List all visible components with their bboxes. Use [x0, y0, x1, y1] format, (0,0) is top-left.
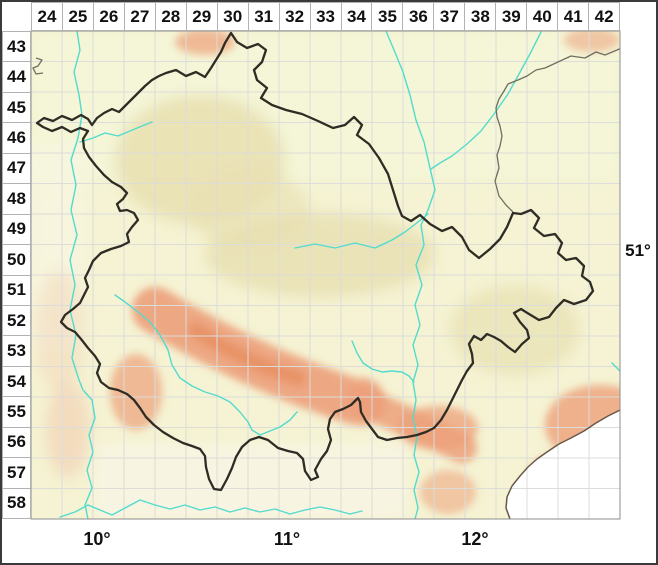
grid-row-label-43: 43 — [2, 31, 31, 63]
grid-row-label-56: 56 — [2, 426, 31, 459]
grid-row-label-51: 51 — [2, 274, 31, 306]
grid-column-label-25: 25 — [61, 2, 94, 31]
state-boundary-minor-path — [494, 47, 620, 213]
map-frame — [30, 30, 621, 520]
grid-column-label-31: 31 — [247, 2, 280, 31]
grid-row-label-52: 52 — [2, 304, 31, 337]
river-path — [611, 362, 620, 372]
river-path — [69, 31, 84, 391]
grid-column-label-39: 39 — [495, 2, 528, 31]
terrain-highland-rhoen — [110, 354, 162, 430]
longitude-label-11: 11° — [273, 529, 301, 549]
grid-row-label-47: 47 — [2, 152, 31, 185]
terrain-highland-harz — [175, 31, 235, 55]
grid-column-label-24: 24 — [31, 2, 63, 31]
grid-row-label-46: 46 — [2, 122, 31, 154]
river-path — [640, 278, 656, 297]
grid-column-label-32: 32 — [278, 2, 311, 31]
grid-column-label-28: 28 — [154, 2, 187, 31]
map-layers — [31, 31, 656, 519]
nodata-region — [506, 410, 620, 519]
grid-column-label-33: 33 — [309, 2, 342, 31]
river-path — [294, 213, 429, 249]
grid-row-label-45: 45 — [2, 91, 31, 124]
grid-column-header: 24 25 26 27 28 29 30 31 32 33 34 35 36 37 38 39 40 41 42 — [31, 2, 621, 31]
grid-row-label-48: 48 — [2, 183, 31, 215]
thuringia-boundary-path — [35, 31, 595, 492]
terrain-shading-layer — [31, 31, 620, 519]
longitude-label-10: 10° — [83, 529, 111, 549]
river-path — [83, 390, 96, 519]
grid-row-label-58: 58 — [2, 487, 31, 519]
grid-column-label-42: 42 — [588, 2, 621, 31]
grid-column-label-38: 38 — [464, 2, 497, 31]
river-path — [79, 121, 153, 143]
terrain-highland-ne — [564, 31, 620, 52]
grid-column-label-40: 40 — [526, 2, 559, 31]
terrain-highland-s-small — [420, 470, 476, 514]
river-path — [59, 499, 363, 518]
grid-row-label-55: 55 — [2, 396, 31, 428]
grid-column-label-34: 34 — [340, 2, 373, 31]
grid-row-label-44: 44 — [2, 61, 31, 93]
river-path — [351, 340, 415, 383]
grid-column-label-35: 35 — [371, 2, 404, 31]
grid-row-label-53: 53 — [2, 335, 31, 367]
grid-row-label-50: 50 — [2, 244, 31, 276]
terrain-pale-south — [95, 445, 405, 519]
rivers-layer — [59, 31, 656, 519]
grid-column-label-30: 30 — [216, 2, 249, 31]
river-path — [114, 294, 298, 436]
national-boundary-path — [505, 409, 620, 519]
grid-column-label-37: 37 — [433, 2, 466, 31]
grid-column-label-36: 36 — [402, 2, 435, 31]
grid-column-label-26: 26 — [92, 2, 125, 31]
grid-column-label-41: 41 — [557, 2, 590, 31]
grid-row-label-49: 49 — [2, 213, 31, 246]
grid-column-label-27: 27 — [123, 2, 156, 31]
boundary-fragment-path — [32, 57, 44, 75]
river-path — [430, 31, 542, 170]
terrain-tan-inner — [190, 170, 310, 250]
river-path — [385, 31, 436, 519]
grid-row-label-57: 57 — [2, 457, 31, 489]
grid-lines — [31, 31, 620, 519]
terrain-pink-sw — [46, 382, 90, 478]
latitude-label: 51° — [625, 241, 651, 260]
grid-row-header: 43 44 45 46 47 48 49 50 51 52 53 54 55 56 57 58 — [2, 31, 31, 519]
terrain-tan-east — [450, 285, 580, 375]
grid-column-label-29: 29 — [185, 2, 218, 31]
terrain-pink-west — [35, 270, 85, 390]
grid-row-label-54: 54 — [2, 365, 31, 398]
longitude-label-12: 12° — [461, 529, 489, 549]
